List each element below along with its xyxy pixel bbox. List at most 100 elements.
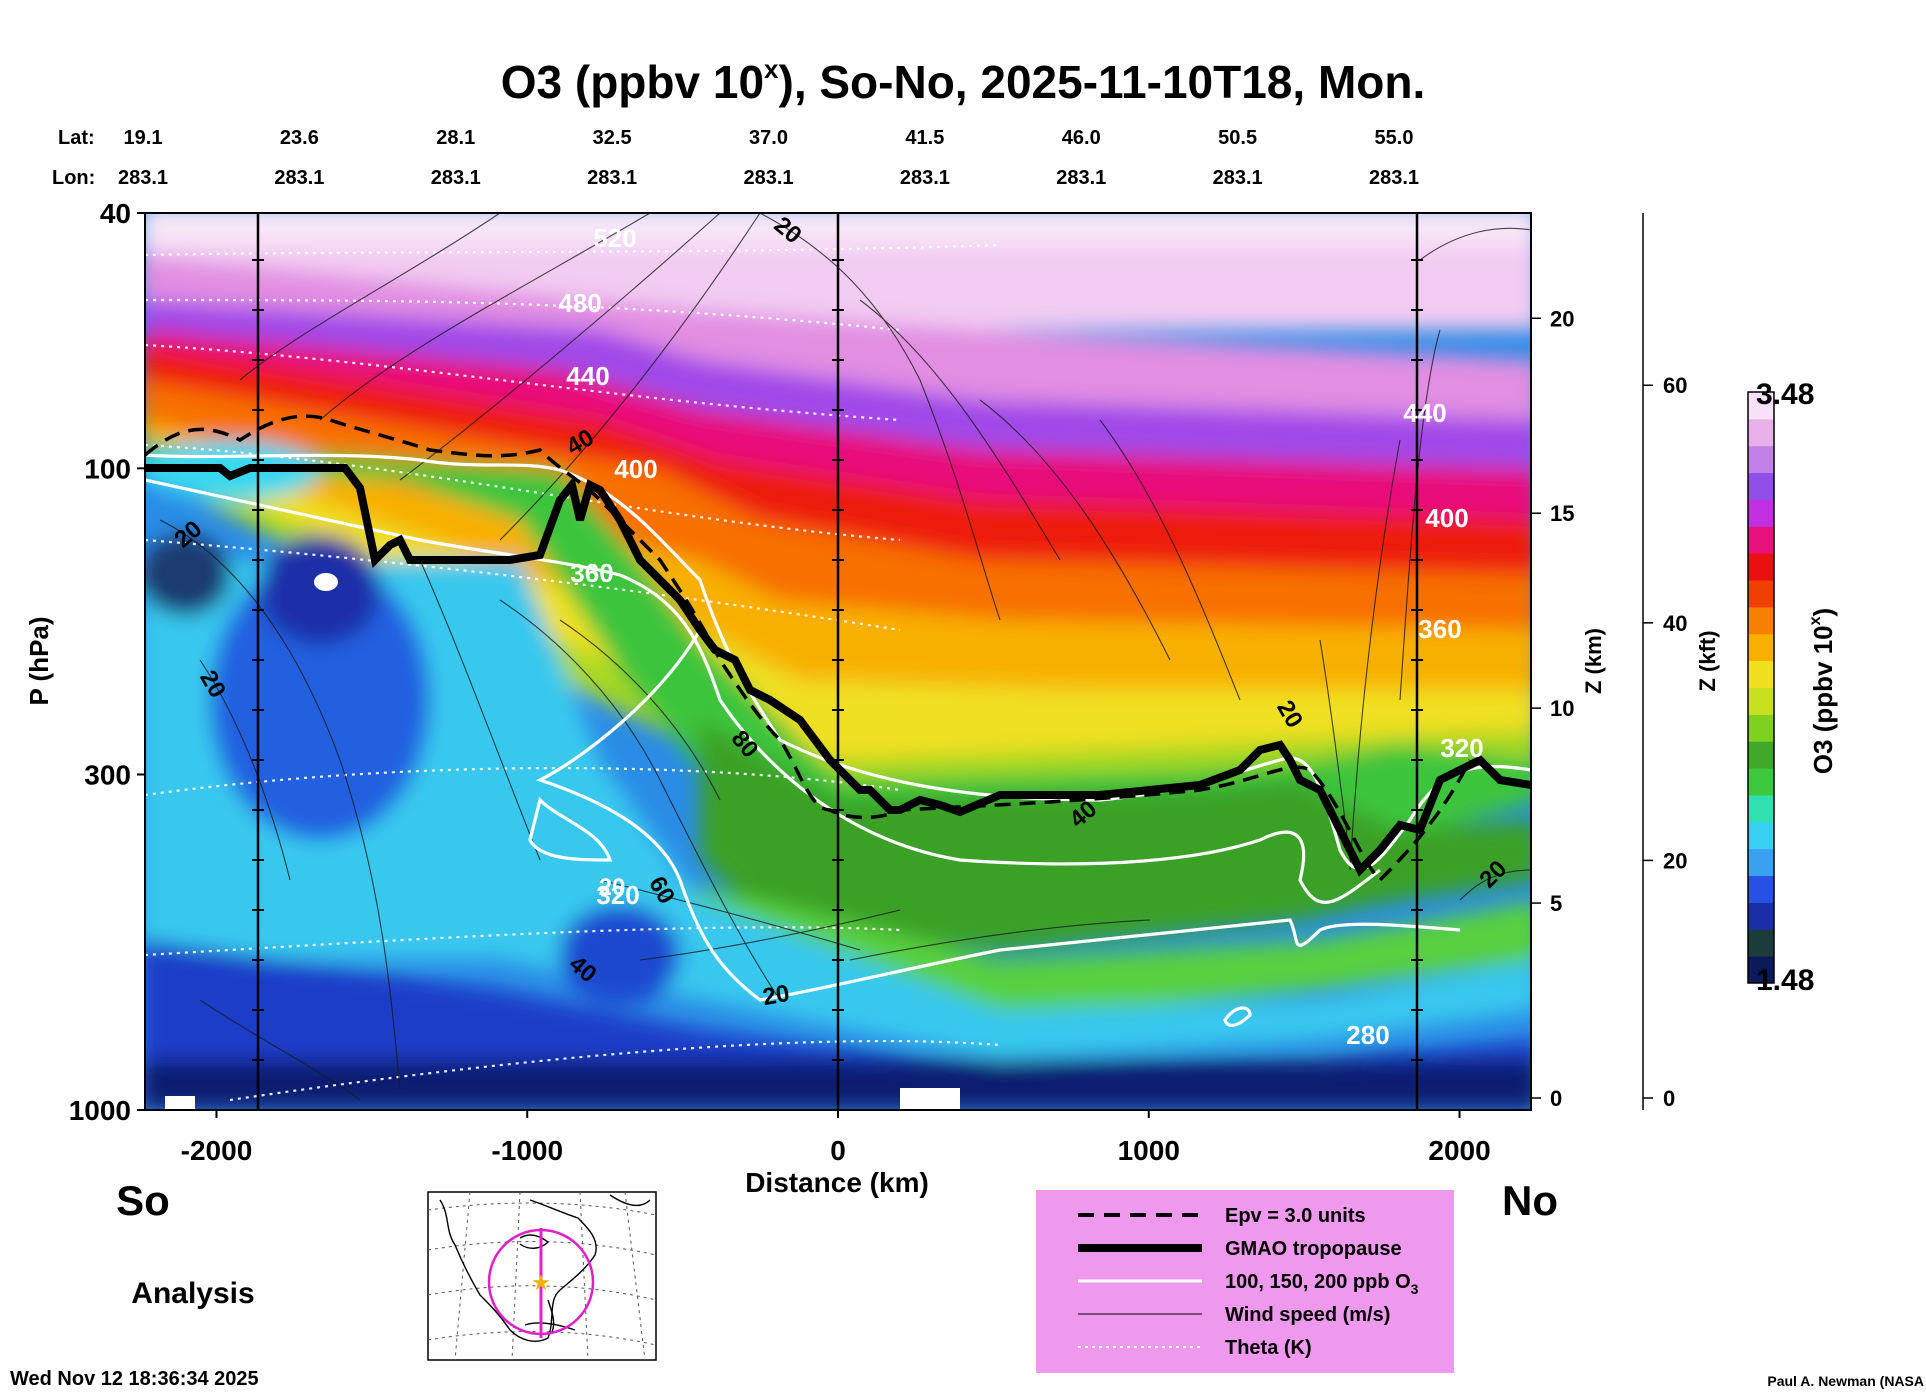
legend-label: Theta (K) [1225,1337,1312,1359]
lon-label: 283.1 [274,167,324,189]
x-axis-label: Distance (km) [745,1167,929,1198]
o3-label: 20 [599,874,626,901]
lon-row-label: Lon: [52,167,95,189]
theta-label: 480 [558,288,601,318]
analysis-label: Analysis [131,1277,254,1310]
y-tick-label: 1000 [69,1095,131,1126]
colorbar-segment [1748,580,1774,608]
legend-label-sub: 3 [1411,1281,1419,1297]
y-tick-label: 100 [84,453,131,484]
coast-north-america [439,1199,597,1342]
z-kft-tick-label: 20 [1663,848,1687,873]
lon-label: 283.1 [587,167,637,189]
y-tick-label: 300 [84,759,131,790]
lat-label: 37.0 [749,127,788,149]
x-tick-label: -2000 [181,1135,253,1166]
z-kft-axis: 0 20 40 60 [1643,373,1687,1111]
wind-line-21 [199,999,361,1101]
inset-center-star-icon: ★ [531,1270,551,1295]
blob-blue-south [210,560,430,840]
wind-line-9 [1319,639,1351,861]
legend-label: Epv = 3.0 units [1225,1205,1366,1227]
wind-line-3 [399,213,721,481]
colorbar-segment [1748,445,1774,474]
colorbar-segment [1748,902,1774,930]
colorbar-segment [1748,741,1774,769]
lat-label: 19.1 [124,127,163,149]
lat-label: 50.5 [1218,127,1257,149]
theta-label: 400 [614,454,657,484]
y-axis-label: P (hPa) [24,616,54,705]
colorbar-frame [1747,391,1775,984]
grid-lon-4 [624,1191,646,1361]
theta-440 [145,343,901,422]
y-tick-label: 40 [100,198,131,229]
z-km-tick-label: 0 [1550,1086,1562,1111]
colorbar-segment [1748,633,1774,662]
colorbar-segment [1748,875,1774,903]
x-tick-label: 2000 [1428,1135,1490,1166]
wind-line-10 [1349,439,1401,871]
colorbar-segment [1748,848,1774,877]
wind-line-5 [759,213,1001,621]
o3-labels: 20 [599,874,626,901]
legend-label: GMAO tropopause [1225,1238,1402,1260]
theta-label: 360 [1418,614,1461,644]
distance-axis: -2000 -1000 0 1000 2000 [181,1110,1491,1166]
colorbar-segment [1748,392,1774,420]
wind-line-17 [559,619,721,801]
z-km-tick-label: 20 [1550,306,1574,331]
theta-label: 280 [1543,1020,1586,1050]
lon-label: 283.1 [118,167,168,189]
colorbar-segment [1748,687,1774,715]
lon-label: 283.1 [1369,167,1419,189]
wind-line-14 [199,659,291,881]
legend: Epv = 3.0 units GMAO tropopause 100, 150, … [1036,1190,1454,1373]
lat-label: 41.5 [905,127,944,149]
theta-label: 360 [570,558,613,588]
blob-darkblue-south [260,535,380,645]
lat-label: 32.5 [593,127,632,149]
inset-map: ★ [427,1191,657,1361]
coast-cuba [524,1322,576,1331]
x-tick-label: 0 [830,1135,846,1166]
wind-label: 20 [761,980,792,1011]
z-kft-tick-label: 60 [1663,373,1687,398]
colorbar-segment [1748,768,1774,796]
wind-line-7 [979,399,1171,661]
wind-line-4 [499,213,761,541]
missing-data-bottom-center [900,1088,960,1110]
band-red [145,345,1531,575]
theta-label: 440 [566,361,609,391]
inset-map-coastlines [439,1194,651,1342]
wind-line-1 [239,213,501,381]
lat-row-label: Lat: [58,127,95,149]
band-green-upper [145,440,1531,860]
theta-label: 320 [1440,733,1483,763]
lon-label: 283.1 [1056,167,1106,189]
o3-150-contour [145,478,1381,904]
colorbar-segment [1748,821,1774,850]
wind-line-20 [849,919,1151,961]
lon-label: 283.1 [1213,167,1263,189]
z-km-tick-label: 15 [1550,501,1574,526]
theta-300 [145,926,901,957]
o3-small-loop [1223,1006,1252,1028]
theta-label: 320 [596,880,639,910]
z-kft-tick-label: 0 [1663,1086,1675,1111]
wind-line-8 [1099,419,1241,701]
chart-title: O3 (ppbv 10x), So-No, 2025-11-10T18, Mon… [501,54,1426,108]
theta-label: 400 [1425,503,1468,533]
colorbar-segment [1748,714,1774,742]
colorbar-min-label: 1.48 [1756,964,1814,997]
theta-320 [145,767,901,797]
wind-line-12 [1419,227,1531,261]
missing-data-bottom [165,1088,960,1110]
blob-darkblue-far-south [145,535,230,615]
band-navy-bottom [145,1060,1531,1110]
timestamp: Wed Nov 12 18:36:34 2025 [10,1368,259,1390]
lat-label: 55.0 [1375,127,1414,149]
colorbar-segment [1748,660,1774,688]
grid-lon-2 [511,1191,521,1361]
colorbar-title: O3 (ppbv 10x) [1807,608,1838,774]
